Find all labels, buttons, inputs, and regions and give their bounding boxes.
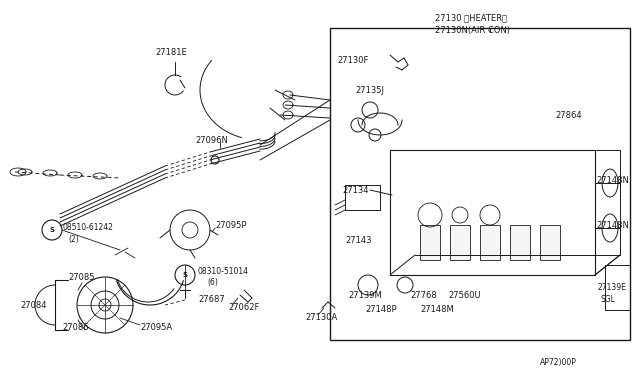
Text: 27148N: 27148N [596,221,629,230]
Text: 27148N: 27148N [596,176,629,185]
Text: 27084: 27084 [20,301,47,310]
Text: S: S [49,227,54,233]
Text: SGL: SGL [601,295,616,305]
Bar [510,225,530,260]
Text: 27148P: 27148P [365,305,397,314]
Text: 27130N(AIR CON): 27130N(AIR CON) [435,26,510,35]
Bar [390,150,595,275]
Text: S: S [182,272,188,278]
Bar [330,28,630,340]
Bar [540,225,560,260]
Text: 27687: 27687 [198,295,225,305]
Text: 27085: 27085 [68,273,95,282]
Bar [605,265,630,310]
Text: (2): (2) [68,234,79,244]
Text: 27134: 27134 [342,186,369,195]
Bar [420,225,440,260]
Text: 27148M: 27148M [420,305,454,314]
Text: 27139M: 27139M [348,291,381,299]
Text: 27095A: 27095A [140,324,172,333]
Text: 27139E: 27139E [598,282,627,292]
Text: 27095P: 27095P [215,221,246,230]
Text: 08310-51014: 08310-51014 [197,267,248,276]
Text: 08510-61242: 08510-61242 [62,222,113,231]
Text: 27096N: 27096N [195,135,228,144]
Text: 27130 〈HEATER〉: 27130 〈HEATER〉 [435,13,507,22]
Text: 27143: 27143 [345,235,371,244]
Bar [345,185,380,210]
Text: 27181E: 27181E [155,48,187,57]
Text: 27864: 27864 [555,110,582,119]
Text: 27062F: 27062F [228,304,259,312]
Text: 27768: 27768 [410,291,436,299]
Text: 27086: 27086 [62,324,88,333]
Text: 27130F: 27130F [337,55,369,64]
Text: 27130A: 27130A [305,314,337,323]
Text: (6): (6) [207,278,218,286]
Text: AP72)00P: AP72)00P [540,357,577,366]
Text: 27560U: 27560U [448,291,481,299]
Bar [480,225,500,260]
Text: 27135J: 27135J [355,86,384,94]
Bar [450,225,470,260]
